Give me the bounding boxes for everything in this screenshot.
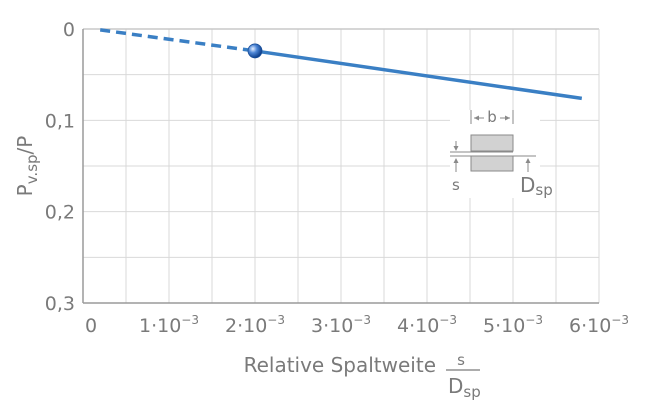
- x-axis-label: Relative Spaltweite s Dsp: [244, 351, 481, 401]
- y-axis-label: Pv.sp/P: [13, 136, 41, 197]
- svg-text:s: s: [457, 351, 465, 369]
- svg-text:Dsp: Dsp: [448, 374, 481, 401]
- y-tick-label: 0,2: [45, 202, 75, 224]
- svg-text:Relative Spaltweite: Relative Spaltweite: [244, 353, 436, 377]
- x-tick-label: 6·10−3: [569, 313, 629, 337]
- data-series: [99, 28, 583, 101]
- y-tick-label: 0,1: [45, 110, 75, 132]
- data-point-marker: [247, 43, 263, 59]
- x-axis-ticks: 0 1·10−3 2·10−3 3·10−3 4·10−3 5·10−3 6·10−3: [85, 313, 629, 337]
- plot-frame: [82, 28, 600, 304]
- x-tick-label: 3·10−3: [311, 313, 371, 337]
- svg-text:s: s: [452, 176, 460, 194]
- svg-text:Pv.sp/P: Pv.sp/P: [13, 136, 41, 197]
- gap-inset-diagram: b s Dsp: [450, 108, 553, 199]
- y-tick-label: 0: [63, 19, 75, 41]
- y-tick-label: 0,3: [45, 293, 75, 315]
- svg-text:Dsp: Dsp: [520, 173, 553, 199]
- series-extrapolated: [99, 28, 256, 53]
- series-measured: [254, 49, 583, 101]
- svg-text:b: b: [487, 108, 497, 126]
- marker-dot: [247, 43, 263, 59]
- x-tick-label: 1·10−3: [139, 313, 199, 337]
- x-tick-label: 2·10−3: [225, 313, 285, 337]
- x-tick-label: 4·10−3: [397, 313, 457, 337]
- y-axis-ticks: 0 0,1 0,2 0,3: [45, 19, 75, 315]
- x-tick-label: 5·10−3: [483, 313, 543, 337]
- x-tick-label: 0: [85, 315, 97, 337]
